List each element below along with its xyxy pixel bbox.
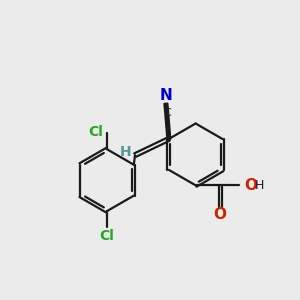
- Text: H: H: [120, 145, 131, 159]
- Text: Cl: Cl: [88, 124, 103, 139]
- Text: O: O: [214, 207, 226, 222]
- Text: O: O: [244, 178, 257, 193]
- Text: Cl: Cl: [100, 229, 115, 242]
- Text: C: C: [164, 108, 171, 118]
- Text: H: H: [255, 179, 265, 192]
- Text: N: N: [160, 88, 172, 103]
